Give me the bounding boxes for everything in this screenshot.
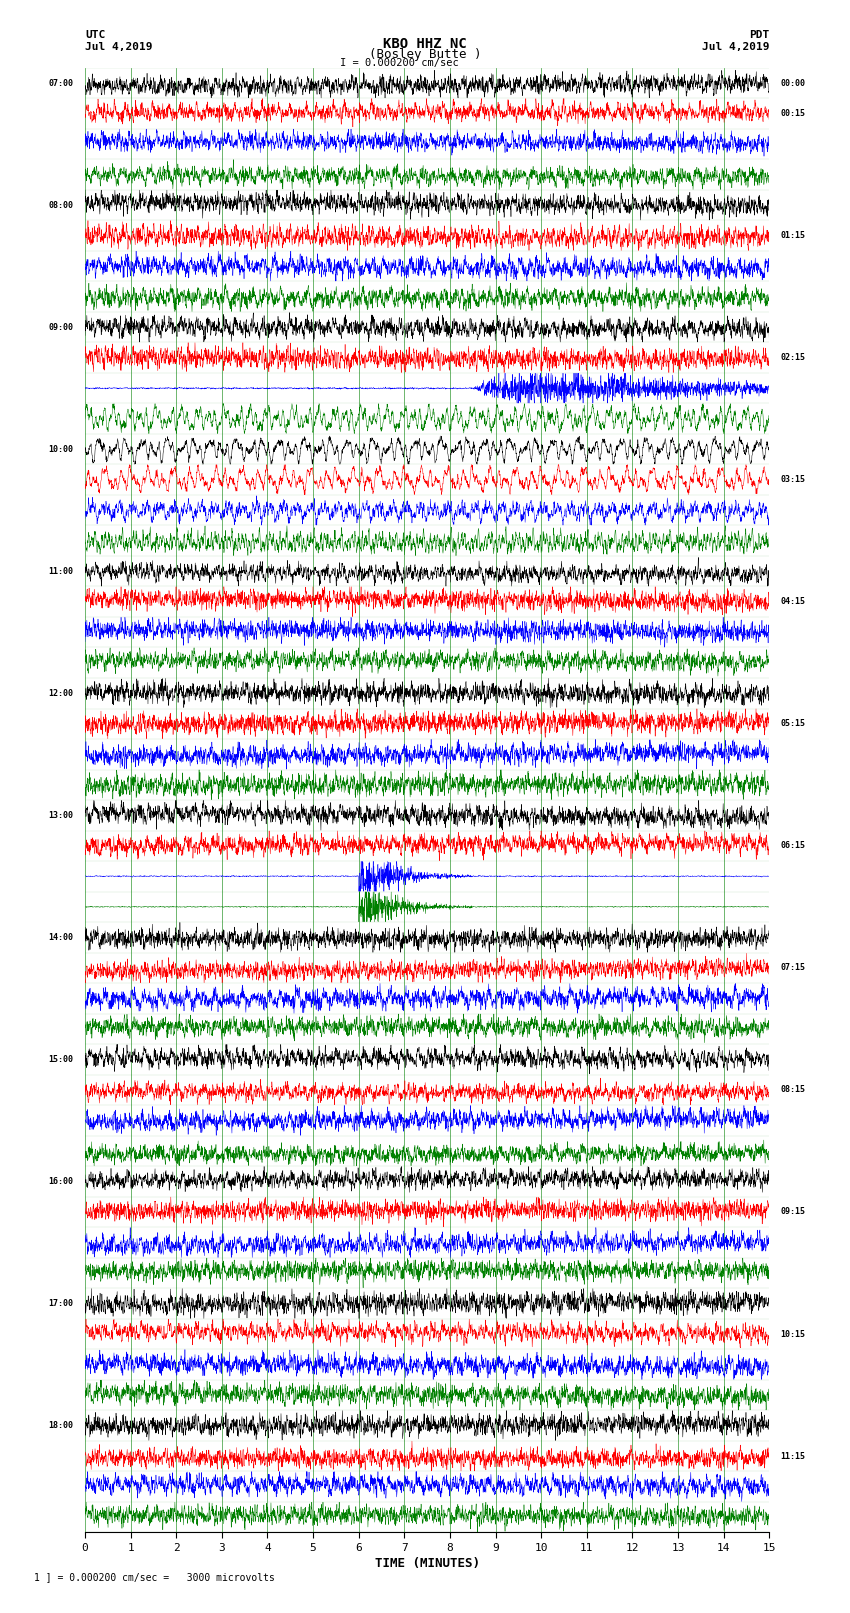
Text: 14:00: 14:00: [48, 932, 74, 942]
Text: UTC: UTC: [85, 31, 105, 40]
Text: 02:15: 02:15: [780, 353, 806, 361]
Text: 04:15: 04:15: [780, 597, 806, 606]
X-axis label: TIME (MINUTES): TIME (MINUTES): [375, 1557, 479, 1569]
Text: 07:00: 07:00: [48, 79, 74, 87]
Text: KBO HHZ NC: KBO HHZ NC: [383, 37, 467, 52]
Text: 11:00: 11:00: [48, 566, 74, 576]
Text: PDT: PDT: [749, 31, 769, 40]
Text: 07:15: 07:15: [780, 963, 806, 973]
Text: 11:15: 11:15: [780, 1452, 806, 1460]
Text: 09:00: 09:00: [48, 323, 74, 332]
Text: Jul 4,2019: Jul 4,2019: [702, 42, 769, 52]
Text: 12:00: 12:00: [48, 689, 74, 698]
Text: 1 ] = 0.000200 cm/sec =   3000 microvolts: 1 ] = 0.000200 cm/sec = 3000 microvolts: [34, 1573, 275, 1582]
Text: 00:00: 00:00: [780, 79, 806, 87]
Text: 03:15: 03:15: [780, 476, 806, 484]
Text: 17:00: 17:00: [48, 1298, 74, 1308]
Text: 10:00: 10:00: [48, 445, 74, 453]
Text: 00:15: 00:15: [780, 110, 806, 118]
Text: Jul 4,2019: Jul 4,2019: [85, 42, 152, 52]
Text: 08:00: 08:00: [48, 200, 74, 210]
Text: (Bosley Butte ): (Bosley Butte ): [369, 48, 481, 61]
Text: 16:00: 16:00: [48, 1177, 74, 1186]
Text: 15:00: 15:00: [48, 1055, 74, 1065]
Text: I = 0.000200 cm/sec: I = 0.000200 cm/sec: [340, 58, 459, 68]
Text: 10:15: 10:15: [780, 1329, 806, 1339]
Text: 09:15: 09:15: [780, 1208, 806, 1216]
Text: 08:15: 08:15: [780, 1086, 806, 1094]
Text: 18:00: 18:00: [48, 1421, 74, 1431]
Text: 01:15: 01:15: [780, 231, 806, 240]
Text: 13:00: 13:00: [48, 811, 74, 819]
Text: 05:15: 05:15: [780, 719, 806, 727]
Text: 06:15: 06:15: [780, 842, 806, 850]
